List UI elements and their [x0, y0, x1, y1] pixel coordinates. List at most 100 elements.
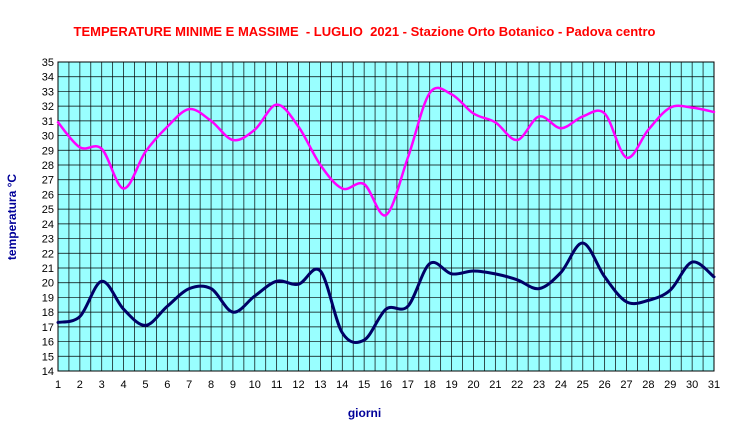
grid [57, 61, 715, 372]
min-temperature-point [494, 272, 497, 275]
x-tick-label: 16 [380, 379, 392, 391]
min-temperature-point [428, 262, 431, 265]
min-temperature-point [210, 287, 213, 290]
max-temperature-point [231, 138, 234, 141]
y-tick-label: 23 [42, 234, 54, 246]
max-temperature-point [275, 103, 278, 106]
x-tick-label: 5 [142, 379, 148, 391]
min-temperature-point [166, 305, 169, 308]
max-temperature-point [188, 108, 191, 111]
y-tick-label: 26 [42, 189, 54, 201]
max-temperature-point [450, 93, 453, 96]
min-temperature-point [297, 283, 300, 286]
min-temperature-point [253, 294, 256, 297]
max-temperature-point [647, 128, 650, 131]
y-tick-label: 16 [42, 337, 54, 349]
min-temperature-point [144, 324, 147, 327]
y-tick-label: 34 [42, 72, 54, 84]
x-tick-label: 4 [121, 379, 127, 391]
max-temperature-point [538, 115, 541, 118]
x-axis-label: giorni [347, 406, 382, 420]
max-temperature-point [122, 187, 125, 190]
y-tick-label: 32 [42, 101, 54, 113]
min-temperature-point [647, 299, 650, 302]
x-tick-label: 2 [77, 379, 83, 391]
x-tick-label: 23 [533, 379, 545, 391]
max-temperature-point [210, 119, 213, 122]
x-tick-label: 7 [186, 379, 192, 391]
min-temperature-point [406, 305, 409, 308]
x-tick-label: 19 [445, 379, 457, 391]
min-temperature-point [669, 289, 672, 292]
min-temperature-point [319, 269, 322, 272]
min-temperature-point [538, 287, 541, 290]
y-tick-label: 17 [42, 322, 54, 334]
x-tick-label: 21 [489, 379, 501, 391]
y-tick-label: 28 [42, 160, 54, 172]
max-temperature-point [516, 138, 519, 141]
x-tick-label: 1 [55, 379, 61, 391]
min-temperature-point [275, 280, 278, 283]
chart-title: TEMPERATURE MINIME E MASSIME - LUGLIO 20… [73, 24, 656, 39]
x-tick-label: 20 [467, 379, 479, 391]
max-temperature-point [253, 128, 256, 131]
max-temperature-point [385, 214, 387, 217]
y-tick-label: 30 [42, 131, 54, 143]
max-temperature-point [78, 146, 81, 149]
x-tick-label: 26 [599, 379, 611, 391]
max-temperature-point [341, 187, 344, 190]
max-temperature-point [297, 125, 300, 128]
x-tick-label: 15 [358, 379, 370, 391]
y-tick-label: 31 [42, 116, 54, 128]
x-tick-label: 10 [249, 379, 261, 391]
x-tick-label: 17 [402, 379, 414, 391]
max-temperature-point [363, 183, 366, 186]
max-temperature-point [428, 91, 431, 94]
y-tick-label: 15 [42, 351, 54, 363]
x-tick-label: 12 [292, 379, 304, 391]
min-temperature-point [713, 275, 715, 278]
x-tick-labels: 1 2 3 4 5 6 7 8 9 10 11 12 13 14 15 16 17 18 19 20 21 22 23 24 2… [55, 379, 720, 391]
y-tick-label: 20 [42, 278, 54, 290]
max-temperature-point [494, 121, 497, 124]
y-tick-label: 14 [42, 366, 54, 378]
x-tick-label: 30 [686, 379, 698, 391]
x-tick-label: 9 [230, 379, 236, 391]
min-temperature-point [78, 315, 81, 318]
y-tick-label: 33 [42, 86, 54, 98]
x-tick-label: 31 [708, 379, 720, 391]
x-tick-label: 3 [99, 379, 105, 391]
y-tick-label: 35 [42, 57, 54, 69]
x-tick-label: 24 [555, 379, 567, 391]
points-layer [57, 91, 715, 342]
max-temperature-point [319, 164, 322, 166]
x-tick-label: 14 [336, 379, 348, 391]
max-temperature-point [100, 147, 103, 150]
min-temperature-point [450, 272, 453, 275]
y-tick-label: 19 [42, 292, 54, 304]
min-temperature-point [603, 275, 606, 278]
x-tick-label: 18 [424, 379, 436, 391]
max-temperature-point [625, 156, 628, 159]
min-temperature-point [122, 308, 125, 311]
x-tick-label: 25 [577, 379, 589, 391]
max-temperature-point [691, 106, 694, 109]
y-tick-label: 22 [42, 248, 54, 260]
max-temperature-point [57, 121, 59, 124]
max-temperature-point [406, 156, 409, 159]
y-tick-labels: 14 15 16 17 18 19 20 21 22 23 24 25 26 27 28 29 30 31 32 33… [42, 57, 54, 378]
min-temperature-point [691, 261, 694, 264]
y-tick-label: 29 [42, 145, 54, 157]
min-temperature-point [559, 271, 562, 274]
y-tick-label: 18 [42, 307, 54, 319]
y-tick-label: 25 [42, 204, 54, 216]
max-temperature-point [144, 150, 147, 153]
min-temperature-point [625, 300, 628, 303]
max-temperature-point [603, 112, 606, 115]
min-temperature-point [188, 287, 191, 290]
x-tick-label: 13 [314, 379, 326, 391]
x-tick-label: 22 [511, 379, 523, 391]
min-temperature-point [363, 339, 366, 342]
y-tick-label: 24 [42, 219, 54, 231]
